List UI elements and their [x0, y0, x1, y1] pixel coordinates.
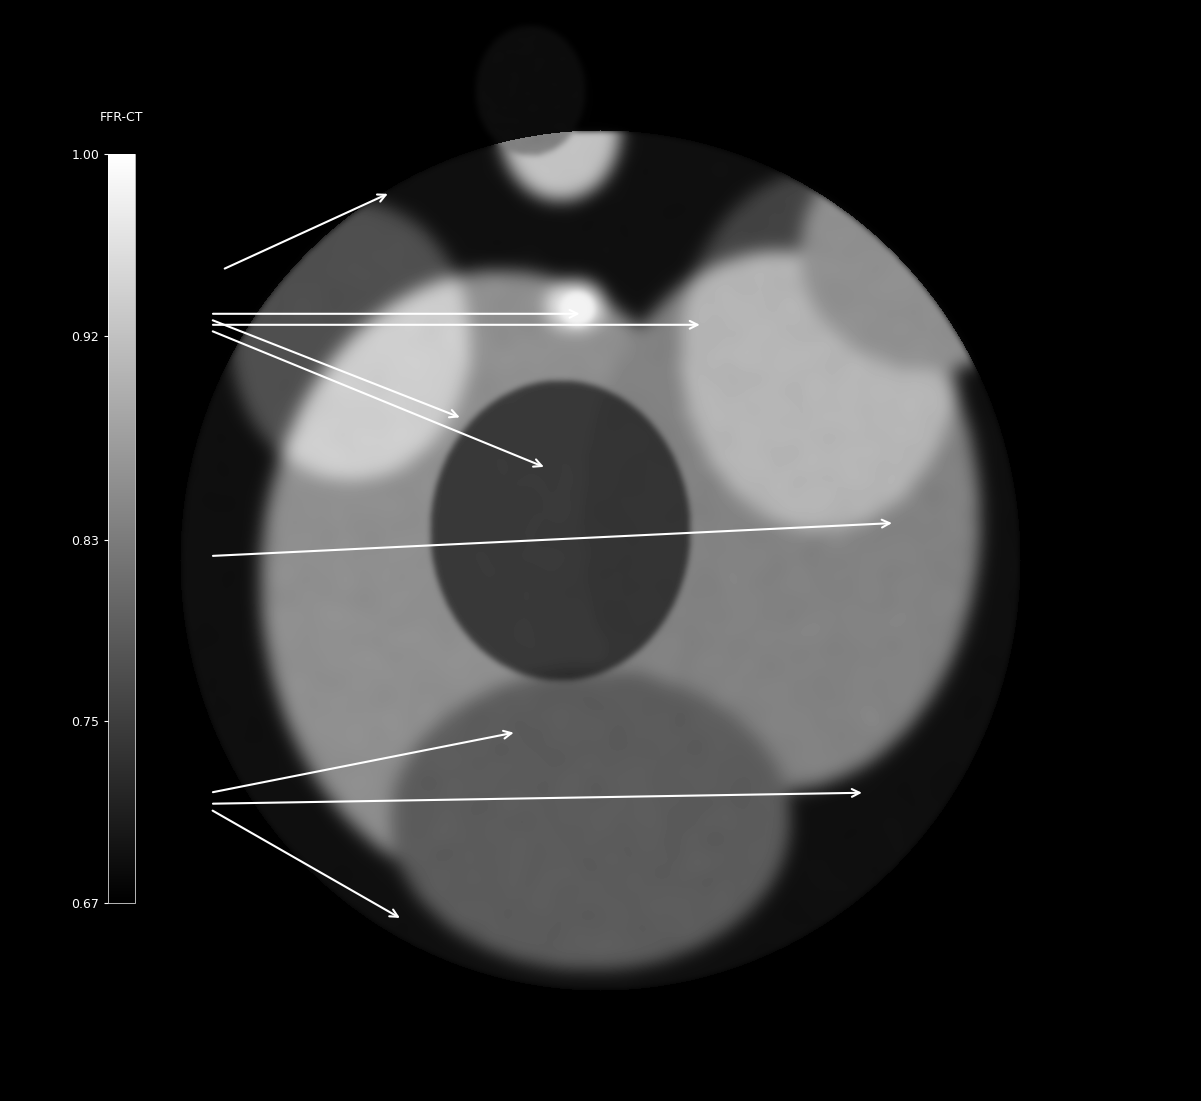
Text: FFR-CT: FFR-CT: [100, 111, 143, 124]
